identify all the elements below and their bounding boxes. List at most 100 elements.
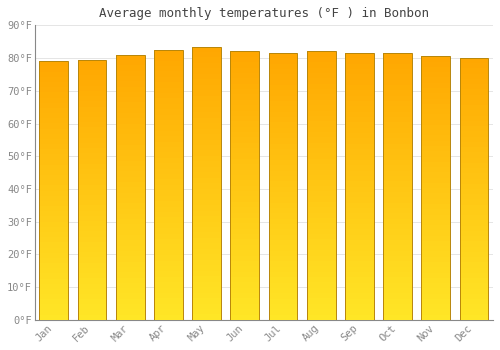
Bar xyxy=(422,241,450,246)
Bar xyxy=(268,277,298,282)
Bar xyxy=(230,132,259,138)
Bar xyxy=(40,82,68,87)
Bar xyxy=(230,68,259,73)
Bar xyxy=(460,58,488,63)
Bar xyxy=(78,127,106,133)
Bar xyxy=(40,123,68,128)
Bar xyxy=(154,115,182,120)
Bar xyxy=(460,194,488,200)
Bar xyxy=(345,299,374,304)
Bar xyxy=(307,288,336,293)
Bar xyxy=(383,224,412,229)
Bar xyxy=(154,282,182,288)
Bar xyxy=(40,263,68,268)
Bar xyxy=(383,256,412,261)
Bar xyxy=(307,73,336,78)
Bar xyxy=(268,144,298,149)
Bar xyxy=(116,267,144,272)
Bar xyxy=(383,85,412,90)
Bar xyxy=(116,224,144,230)
Bar xyxy=(40,258,68,263)
Bar xyxy=(383,90,412,96)
Bar xyxy=(154,71,182,77)
Bar xyxy=(192,303,221,309)
Bar xyxy=(154,82,182,88)
Bar xyxy=(40,149,68,154)
Bar xyxy=(460,168,488,173)
Bar xyxy=(40,247,68,253)
Bar xyxy=(345,64,374,69)
Bar xyxy=(422,278,450,283)
Bar xyxy=(422,236,450,241)
Bar xyxy=(307,138,336,143)
Bar xyxy=(460,252,488,257)
Bar xyxy=(307,234,336,239)
Bar xyxy=(268,85,298,90)
Bar xyxy=(154,228,182,233)
Bar xyxy=(116,71,144,76)
Bar xyxy=(268,149,298,154)
Bar xyxy=(40,165,68,170)
Bar xyxy=(154,153,182,158)
Bar xyxy=(307,159,336,164)
Bar xyxy=(116,299,144,304)
Bar xyxy=(460,100,488,105)
Bar xyxy=(345,96,374,101)
Bar xyxy=(460,142,488,147)
Bar xyxy=(154,315,182,320)
Bar xyxy=(268,75,298,80)
Bar xyxy=(422,246,450,251)
Bar xyxy=(230,175,259,180)
Bar xyxy=(422,194,450,199)
Bar xyxy=(230,309,259,315)
Bar xyxy=(383,234,412,240)
Bar xyxy=(268,122,298,128)
Bar xyxy=(116,166,144,172)
Bar xyxy=(460,210,488,215)
Bar xyxy=(116,134,144,140)
Bar xyxy=(116,155,144,161)
Bar xyxy=(78,122,106,127)
Bar xyxy=(230,277,259,282)
Bar xyxy=(383,149,412,154)
Bar xyxy=(78,112,106,117)
Bar xyxy=(154,223,182,228)
Bar xyxy=(78,65,106,70)
Bar xyxy=(230,299,259,304)
Bar xyxy=(78,184,106,190)
Bar xyxy=(192,112,221,118)
Bar xyxy=(345,293,374,299)
Bar xyxy=(460,126,488,131)
Bar xyxy=(307,89,336,95)
Bar xyxy=(345,181,374,187)
Bar xyxy=(40,227,68,232)
Bar xyxy=(78,273,106,278)
Bar xyxy=(345,224,374,229)
Bar xyxy=(78,180,106,184)
Bar xyxy=(154,109,182,115)
Bar xyxy=(192,309,221,315)
Bar xyxy=(116,108,144,113)
Bar xyxy=(78,86,106,91)
Bar xyxy=(230,148,259,154)
Bar xyxy=(116,278,144,283)
Bar xyxy=(116,209,144,214)
Bar xyxy=(40,180,68,186)
Bar xyxy=(422,209,450,215)
Bar xyxy=(307,266,336,272)
Bar xyxy=(460,205,488,210)
Bar xyxy=(383,187,412,192)
Bar xyxy=(268,256,298,261)
Bar xyxy=(192,282,221,287)
Bar xyxy=(230,282,259,288)
Bar xyxy=(345,315,374,320)
Bar xyxy=(307,100,336,105)
Bar xyxy=(40,284,68,289)
Bar xyxy=(268,69,298,75)
Bar xyxy=(460,220,488,226)
Bar xyxy=(345,90,374,96)
Bar xyxy=(307,148,336,154)
Bar xyxy=(230,218,259,223)
Bar xyxy=(422,99,450,104)
Bar xyxy=(116,214,144,219)
